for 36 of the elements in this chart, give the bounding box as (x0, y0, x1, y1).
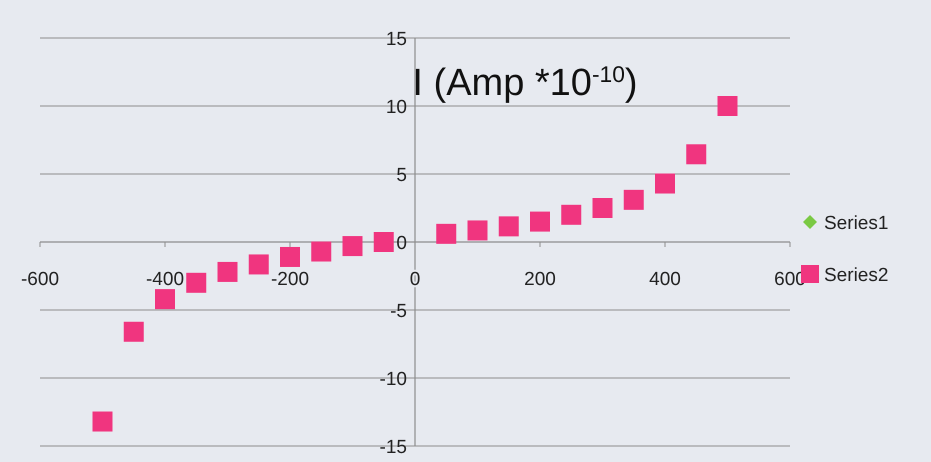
x-tick-label: -400 (146, 269, 184, 290)
point (436, 224, 456, 244)
legend-label: Series1 (824, 213, 888, 234)
y-tick-label: -15 (380, 437, 407, 458)
y-tick-label: -10 (380, 369, 407, 390)
point (280, 246, 300, 267)
legend-label: Series2 (824, 265, 888, 286)
y-tick-label: 0 (396, 233, 407, 254)
point (342, 236, 362, 256)
x-tick-label: 400 (649, 269, 681, 290)
x-tick-label: 0 (410, 269, 420, 290)
point (530, 212, 550, 232)
point (498, 216, 519, 236)
x-tick-label: 200 (524, 269, 556, 290)
point (248, 254, 269, 274)
y-tick-label: 10 (386, 97, 407, 118)
point (468, 220, 488, 240)
x-tick-label: -600 (20, 269, 60, 290)
point (592, 198, 612, 218)
point (374, 232, 394, 252)
point (655, 174, 675, 194)
point (718, 96, 738, 116)
point (124, 322, 144, 342)
point (561, 204, 582, 225)
point (92, 412, 112, 432)
point (311, 242, 332, 262)
point (624, 190, 644, 210)
point (686, 144, 706, 164)
y-tick-label: -5 (390, 301, 407, 322)
x-tick-label: -200 (270, 269, 310, 290)
y-tick-label: 15 (386, 29, 407, 50)
point (218, 262, 238, 282)
point (186, 272, 206, 293)
point (155, 289, 175, 310)
text: I (Amp *10$^{-10}$) (412, 61, 638, 104)
y-tick-label: 5 (396, 165, 407, 186)
